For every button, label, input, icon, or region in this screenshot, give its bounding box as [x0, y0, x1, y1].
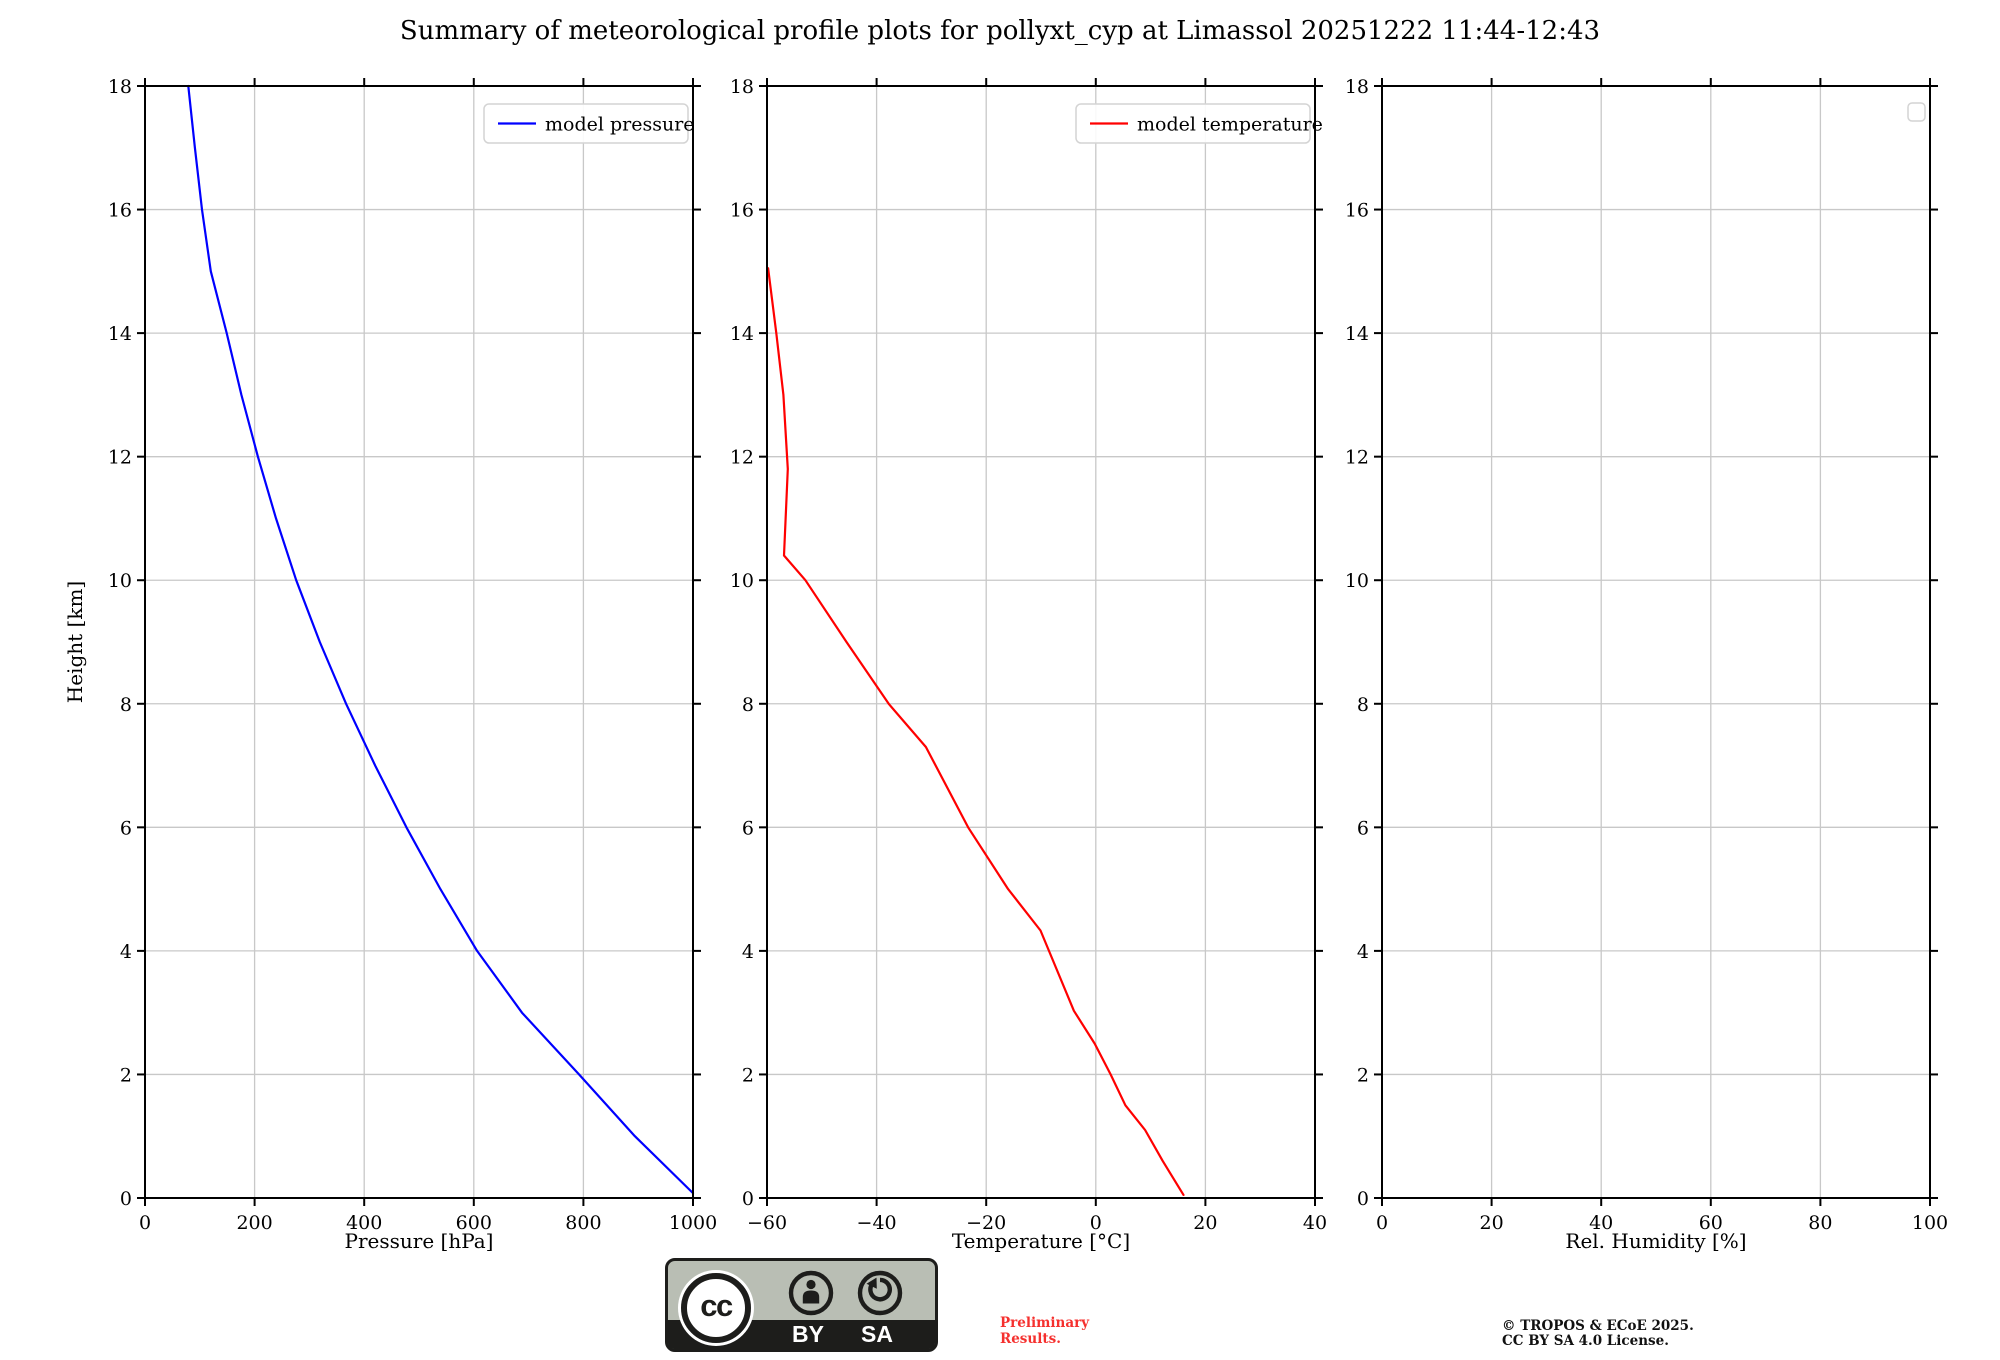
y-tick-label: 16 — [730, 200, 754, 222]
y-tick-label: 12 — [730, 447, 754, 469]
x-tick-label: 100 — [1912, 1212, 1948, 1234]
y-tick-label: 8 — [742, 694, 754, 716]
copyright-line2: CC BY SA 4.0 License. — [1502, 1333, 1669, 1349]
x-tick-label: −40 — [857, 1212, 897, 1234]
y-tick-label: 16 — [108, 200, 132, 222]
preliminary-line1: Preliminary — [1000, 1315, 1090, 1331]
y-tick-label: 12 — [1345, 447, 1369, 469]
y-tick-label: 14 — [730, 323, 754, 345]
y-tick-label: 14 — [108, 323, 132, 345]
x-axis-label: Temperature [°C] — [952, 1229, 1130, 1253]
y-tick-label: 18 — [730, 76, 754, 98]
y-tick-label: 18 — [108, 76, 132, 98]
x-tick-label: 200 — [236, 1212, 272, 1234]
x-tick-label: 80 — [1808, 1212, 1832, 1234]
y-tick-label: 2 — [1357, 1064, 1369, 1086]
legend-box-empty — [1907, 102, 1926, 122]
subplot-pressure: 0 200 400 600 800 1000 0 2 4 6 8 10 12 14 16 18 Pressure… — [63, 76, 717, 1253]
y-tick-label: 14 — [1345, 323, 1369, 345]
axes-frame — [766, 85, 1316, 1199]
y-tick-label: 16 — [1345, 200, 1369, 222]
axes-frame — [144, 85, 694, 1199]
cc-icon-label: cc — [700, 1287, 733, 1323]
y-tick-label: 6 — [742, 817, 754, 839]
by-person-icon — [788, 1270, 834, 1316]
x-tick-label: 60 — [1699, 1212, 1723, 1234]
legend-label: model pressure — [545, 114, 695, 136]
y-tick-label: 0 — [1357, 1188, 1369, 1210]
x-tick-label: 20 — [1480, 1212, 1504, 1234]
x-axis-label: Rel. Humidity [%] — [1565, 1229, 1746, 1253]
y-tick-label: 4 — [1357, 941, 1369, 963]
badge-by-label: BY — [792, 1321, 824, 1347]
copyright-line1: © TROPOS & ECoE 2025. — [1502, 1318, 1694, 1334]
y-tick-label: 4 — [120, 941, 132, 963]
y-tick-label: 10 — [1345, 570, 1369, 592]
y-tick-label: 10 — [730, 570, 754, 592]
x-tick-label: 0 — [1376, 1212, 1388, 1234]
y-tick-label: 0 — [120, 1188, 132, 1210]
y-tick-label: 8 — [1357, 694, 1369, 716]
cc-by-sa-badge: BY SA cc — [665, 1258, 938, 1352]
preliminary-line2: Results. — [1000, 1330, 1061, 1347]
curve-model-temperature — [766, 267, 1185, 1197]
preliminary-note: Preliminary Results. — [1000, 1315, 1090, 1347]
x-tick-label: 40 — [1589, 1212, 1613, 1234]
y-tick-label: 10 — [108, 570, 132, 592]
y-axis-label: Height [km] — [63, 581, 87, 703]
copyright-note: © TROPOS & ECoE 2025. CC BY SA 4.0 Licen… — [1502, 1319, 1694, 1349]
x-tick-label: 40 — [1303, 1212, 1327, 1234]
y-tick-label: 6 — [120, 817, 132, 839]
y-tick-label: 0 — [742, 1188, 754, 1210]
x-tick-label: 0 — [1090, 1212, 1102, 1234]
x-tick-label: 600 — [456, 1212, 492, 1234]
y-tick-label: 12 — [108, 447, 132, 469]
figure-title: Summary of meteorological profile plots … — [399, 16, 1601, 46]
legend-box — [483, 103, 689, 144]
sa-arrow-icon — [857, 1270, 903, 1316]
axes-frame — [1381, 85, 1931, 1199]
curve-model-pressure — [187, 84, 695, 1195]
subplot-humidity: 0 20 40 60 80 100 0 2 4 6 8 10 12 14 16 18 Rel. Humidity… — [1345, 76, 1948, 1253]
y-tick-label: 4 — [742, 941, 754, 963]
x-tick-label: −20 — [966, 1212, 1006, 1234]
x-tick-label: −60 — [747, 1212, 787, 1234]
legend-label: model temperature — [1137, 114, 1323, 136]
x-tick-label: 800 — [565, 1212, 601, 1234]
cc-icon: cc — [681, 1273, 751, 1343]
badge-sa-label: SA — [861, 1321, 893, 1347]
x-tick-label: 20 — [1193, 1212, 1217, 1234]
y-tick-label: 18 — [1345, 76, 1369, 98]
y-tick-label: 6 — [1357, 817, 1369, 839]
y-tick-label: 2 — [120, 1064, 132, 1086]
x-axis-label: Pressure [hPa] — [345, 1229, 494, 1253]
x-tick-label: 1000 — [669, 1212, 717, 1234]
subplot-temperature: −60 −40 −20 0 20 40 0 2 4 6 8 10 12 14 16 18 Temperature… — [730, 76, 1327, 1253]
y-tick-label: 8 — [120, 694, 132, 716]
y-tick-label: 2 — [742, 1064, 754, 1086]
x-tick-label: 0 — [139, 1212, 151, 1234]
x-tick-label: 400 — [346, 1212, 382, 1234]
legend-box — [1075, 103, 1311, 144]
